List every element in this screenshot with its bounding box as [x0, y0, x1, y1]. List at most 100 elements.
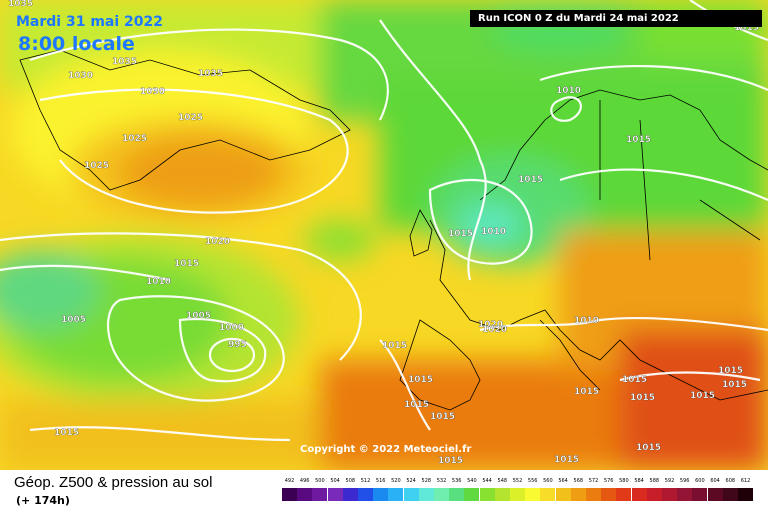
legend-value: 512 — [360, 478, 371, 484]
legend-value: 580 — [619, 478, 629, 484]
forecast-offset: (+ 174h) — [16, 494, 70, 507]
legend-value: 496 — [299, 478, 310, 484]
legend-swatch — [570, 488, 586, 501]
pressure-label: 1015 — [690, 391, 715, 401]
legend-value: 564 — [558, 478, 568, 484]
pressure-label: 1005 — [186, 311, 211, 321]
legend-value: 500 — [315, 478, 325, 484]
pressure-label: 1015 — [448, 229, 473, 239]
coastlines — [19, 49, 768, 411]
legend-swatch — [434, 488, 449, 501]
legend-swatch — [616, 488, 632, 501]
pressure-label: 1015 — [626, 135, 651, 145]
legend-swatch — [282, 488, 297, 501]
legend-value: 548 — [497, 478, 508, 484]
pressure-label: 1015 — [554, 455, 579, 465]
map-title: Géop. Z500 & pression au sol — [14, 474, 213, 491]
legend-value: 584 — [634, 478, 644, 484]
legend-swatch — [586, 488, 601, 501]
legend-swatch — [510, 488, 525, 501]
legend-value: 576 — [603, 478, 614, 484]
pressure-label: 1015 — [574, 387, 599, 397]
legend-value: 568 — [573, 478, 584, 484]
legend-value: 560 — [543, 478, 553, 484]
pressure-label: 1015 — [630, 393, 655, 403]
legend-value: 588 — [649, 478, 660, 484]
pressure-label: 995 — [228, 340, 247, 350]
legend-swatch — [662, 488, 677, 501]
legend-swatch — [403, 488, 419, 501]
pressure-label: 1015 — [438, 456, 463, 466]
legend-swatch — [297, 488, 313, 501]
run-info-banner: Run ICON 0 Z du Mardi 24 mai 2022 — [470, 10, 762, 27]
legend-value: 524 — [406, 478, 416, 484]
legend-value: 532 — [436, 478, 447, 484]
pressure-label: 1015 — [722, 380, 747, 390]
footer-bar: Géop. Z500 & pression au sol (+ 174h) 49… — [0, 470, 768, 512]
legend-swatch — [312, 488, 328, 501]
legend-swatch — [373, 488, 389, 501]
legend-value: 612 — [740, 478, 751, 484]
pressure-label: 1015 — [518, 175, 543, 185]
legend-value: 600 — [695, 478, 705, 484]
color-legend: 492 496 500 504 508 512 516 520 524 528 532 536 540 5… — [282, 478, 754, 508]
pressure-label: 1000 — [219, 323, 244, 333]
pressure-label: 1010 — [481, 227, 506, 237]
legend-value: 608 — [725, 478, 736, 484]
pressure-label: 1020 — [205, 237, 230, 247]
pressure-label: 1015 — [734, 23, 759, 33]
pressure-label: 1005 — [61, 315, 86, 325]
legend-value: 508 — [345, 478, 356, 484]
pressure-label: 1015 — [718, 366, 743, 376]
legend-value: 536 — [451, 478, 462, 484]
legend-value: 592 — [664, 478, 675, 484]
legend-swatch — [464, 488, 480, 501]
legend-swatch — [646, 488, 662, 501]
legend-swatch — [555, 488, 571, 501]
legend-value: 492 — [284, 478, 295, 484]
isobars — [0, 0, 768, 442]
pressure-label: 1015 — [408, 375, 433, 385]
pressure-label: 1030 — [68, 71, 93, 81]
legend-value: 540 — [467, 478, 477, 484]
legend-value: 556 — [527, 478, 538, 484]
legend-swatch — [540, 488, 556, 501]
legend-swatch — [707, 488, 723, 501]
geopotential-shading — [0, 0, 768, 470]
pressure-label: 1035 — [112, 57, 137, 67]
legend-value: 572 — [588, 478, 599, 484]
legend-swatch — [722, 488, 738, 501]
legend-swatch — [525, 488, 541, 501]
legend-swatch — [631, 488, 647, 501]
legend-value: 604 — [710, 478, 720, 484]
pressure-label: 1025 — [178, 113, 203, 123]
pressure-label: 1035 — [8, 0, 33, 9]
legend-value: 516 — [375, 478, 386, 484]
pressure-label: 1030 — [140, 87, 165, 97]
pressure-label: 1020 — [482, 325, 507, 335]
legend-swatch — [738, 488, 753, 501]
pressure-label: 1010 — [556, 86, 581, 96]
legend-value: 544 — [482, 478, 492, 484]
pressure-label: 1025 — [84, 161, 109, 171]
pressure-label: 1015 — [174, 259, 199, 269]
pressure-label: 1035 — [198, 69, 223, 79]
legend-value: 504 — [330, 478, 340, 484]
legend-swatch — [342, 488, 358, 501]
pressure-label: 1015 — [54, 428, 79, 438]
legend-swatch — [677, 488, 693, 501]
geopotential-map: 1035 1035 1035 1030 1030 1025 1025 1025 … — [0, 0, 768, 470]
pressure-label: 1025 — [122, 134, 147, 144]
legend-swatch — [494, 488, 510, 501]
pressure-label: 1015 — [382, 341, 407, 351]
legend-swatch — [601, 488, 617, 501]
forecast-date: Mardi 31 mai 2022 — [16, 14, 164, 30]
pressure-label: 1010 — [146, 277, 171, 287]
legend-swatch — [388, 488, 404, 501]
legend-value: 528 — [421, 478, 432, 484]
legend-swatch — [358, 488, 373, 501]
legend-swatch — [449, 488, 465, 501]
copyright-text: Copyright © 2022 Meteociel.fr — [300, 444, 472, 455]
pressure-label: 1015 — [430, 412, 455, 422]
